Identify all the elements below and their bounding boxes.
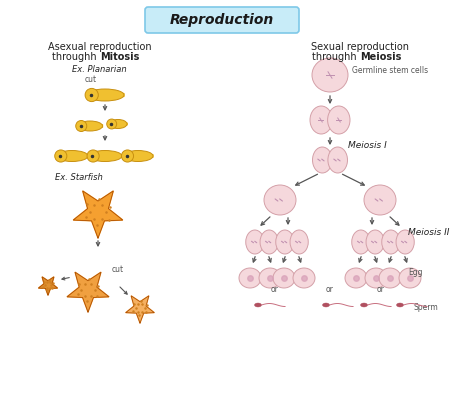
Ellipse shape (322, 303, 329, 307)
Ellipse shape (312, 147, 332, 173)
Ellipse shape (396, 303, 403, 307)
Polygon shape (126, 296, 154, 323)
Text: Asexual reproduction: Asexual reproduction (48, 42, 152, 52)
Ellipse shape (396, 230, 414, 254)
Ellipse shape (399, 268, 421, 288)
Ellipse shape (87, 150, 99, 162)
Text: cut: cut (112, 265, 124, 274)
Ellipse shape (239, 268, 261, 288)
Text: Egg: Egg (408, 268, 422, 277)
Polygon shape (126, 123, 127, 125)
Ellipse shape (276, 230, 294, 254)
Text: or: or (326, 285, 334, 294)
Polygon shape (120, 154, 122, 158)
FancyBboxPatch shape (145, 7, 299, 33)
Ellipse shape (364, 185, 396, 215)
Ellipse shape (121, 150, 134, 162)
Ellipse shape (259, 268, 281, 288)
Text: Meiosis: Meiosis (360, 52, 401, 62)
Ellipse shape (293, 268, 315, 288)
Ellipse shape (56, 150, 88, 162)
Ellipse shape (312, 58, 348, 92)
Polygon shape (38, 277, 57, 295)
Ellipse shape (345, 268, 367, 288)
Ellipse shape (55, 150, 67, 162)
Ellipse shape (379, 268, 401, 288)
Text: Ex. Starfish: Ex. Starfish (55, 173, 103, 182)
Ellipse shape (85, 88, 98, 102)
Ellipse shape (382, 230, 400, 254)
Ellipse shape (109, 120, 127, 128)
Ellipse shape (88, 150, 122, 162)
Text: throughh: throughh (312, 52, 360, 62)
Polygon shape (152, 154, 153, 158)
Ellipse shape (361, 303, 367, 307)
Ellipse shape (76, 120, 87, 132)
Ellipse shape (255, 303, 262, 307)
Ellipse shape (123, 150, 153, 162)
Ellipse shape (86, 89, 124, 101)
Ellipse shape (246, 230, 264, 254)
Text: Mitosis: Mitosis (100, 52, 139, 62)
Polygon shape (67, 272, 109, 312)
Text: cut: cut (85, 75, 97, 84)
Polygon shape (86, 154, 88, 158)
Text: Germline stem cells: Germline stem cells (352, 66, 428, 75)
Ellipse shape (107, 119, 117, 129)
Ellipse shape (310, 106, 332, 134)
Text: throughh: throughh (52, 52, 100, 62)
Text: Ex. Planarian: Ex. Planarian (72, 65, 127, 74)
Polygon shape (73, 191, 123, 238)
Text: Reproduction: Reproduction (170, 13, 274, 27)
Ellipse shape (264, 185, 296, 215)
Text: Meiosis II: Meiosis II (408, 228, 449, 237)
Ellipse shape (328, 106, 350, 134)
Ellipse shape (328, 147, 347, 173)
Text: Sperm: Sperm (414, 303, 439, 312)
Ellipse shape (290, 230, 308, 254)
Ellipse shape (273, 268, 295, 288)
Polygon shape (101, 124, 102, 128)
Ellipse shape (352, 230, 370, 254)
Ellipse shape (78, 121, 102, 131)
Text: or: or (271, 285, 279, 294)
Ellipse shape (260, 230, 278, 254)
Text: Sexual reproduction: Sexual reproduction (311, 42, 409, 52)
Ellipse shape (366, 230, 384, 254)
Text: Meiosis I: Meiosis I (348, 141, 387, 150)
Polygon shape (122, 93, 124, 97)
Text: or: or (377, 285, 385, 294)
Ellipse shape (365, 268, 387, 288)
